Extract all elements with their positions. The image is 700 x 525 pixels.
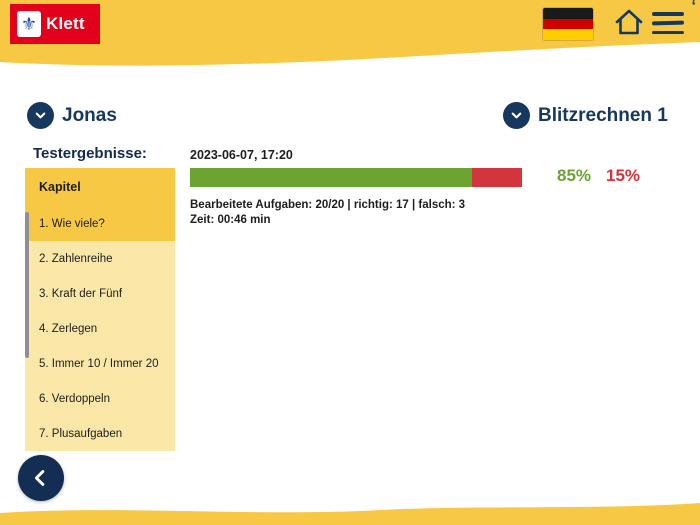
- logo-text: Klett: [46, 14, 85, 33]
- back-button[interactable]: [18, 455, 64, 501]
- result-details-line1: Bearbeitete Aufgaben: 20/20 | richtig: 1…: [190, 199, 466, 211]
- menu-button[interactable]: [651, 10, 685, 36]
- corner-mark: ‘: [691, 0, 696, 15]
- result-datetime: 2023-06-07, 17:20: [190, 148, 293, 162]
- chevron-down-icon[interactable]: [503, 102, 530, 129]
- progress-correct-segment: [190, 168, 473, 187]
- result-progress-bar: [190, 168, 522, 187]
- sidebar-item-chapter-3[interactable]: 3. Kraft der Fünf: [25, 276, 175, 311]
- page-title: Testergebnisse:: [33, 145, 147, 162]
- student-selector[interactable]: Jonas: [27, 102, 117, 129]
- chevron-left-icon: [34, 470, 45, 486]
- sidebar-item-chapter-5[interactable]: 5. Immer 10 / Immer 20: [25, 346, 175, 381]
- program-name: Blitzrechnen 1: [538, 104, 668, 126]
- sidebar-item-chapter-6[interactable]: 6. Verdoppeln: [25, 381, 175, 416]
- footer-background: [0, 503, 700, 525]
- german-flag-icon[interactable]: [543, 8, 593, 40]
- result-details: Bearbeitete Aufgaben: 20/20 | richtig: 1…: [190, 198, 465, 228]
- sidebar-scrollbar[interactable]: [25, 212, 29, 358]
- sidebar-item-chapter-4[interactable]: 4. Zerlegen: [25, 311, 175, 346]
- sidebar-item-chapter-7[interactable]: 7. Plusaufgaben: [25, 416, 175, 451]
- header-background: [0, 0, 700, 66]
- percent-wrong: 15%: [606, 166, 641, 185]
- sidebar-item-chapter-2[interactable]: 2. Zahlenreihe: [25, 241, 175, 276]
- student-name: Jonas: [62, 104, 117, 126]
- percent-correct: 85%: [557, 166, 592, 185]
- result-details-line2: Zeit: 00:46 min: [190, 214, 271, 226]
- chapter-sidebar: Kapitel 1. Wie viele? 2. Zahlenreihe 3. …: [25, 168, 175, 451]
- chevron-down-icon[interactable]: [27, 102, 54, 129]
- fleur-de-lis-icon: ⚜: [17, 11, 41, 37]
- home-icon: [615, 9, 643, 35]
- sidebar-item-chapter-1[interactable]: 1. Wie viele?: [25, 206, 175, 241]
- program-selector[interactable]: Blitzrechnen 1: [503, 102, 668, 129]
- home-button[interactable]: [612, 6, 646, 40]
- klett-logo[interactable]: ⚜ Klett: [10, 4, 100, 44]
- menu-icon: [652, 12, 684, 16]
- progress-wrong-segment: [472, 168, 522, 187]
- sidebar-header: Kapitel: [25, 168, 175, 206]
